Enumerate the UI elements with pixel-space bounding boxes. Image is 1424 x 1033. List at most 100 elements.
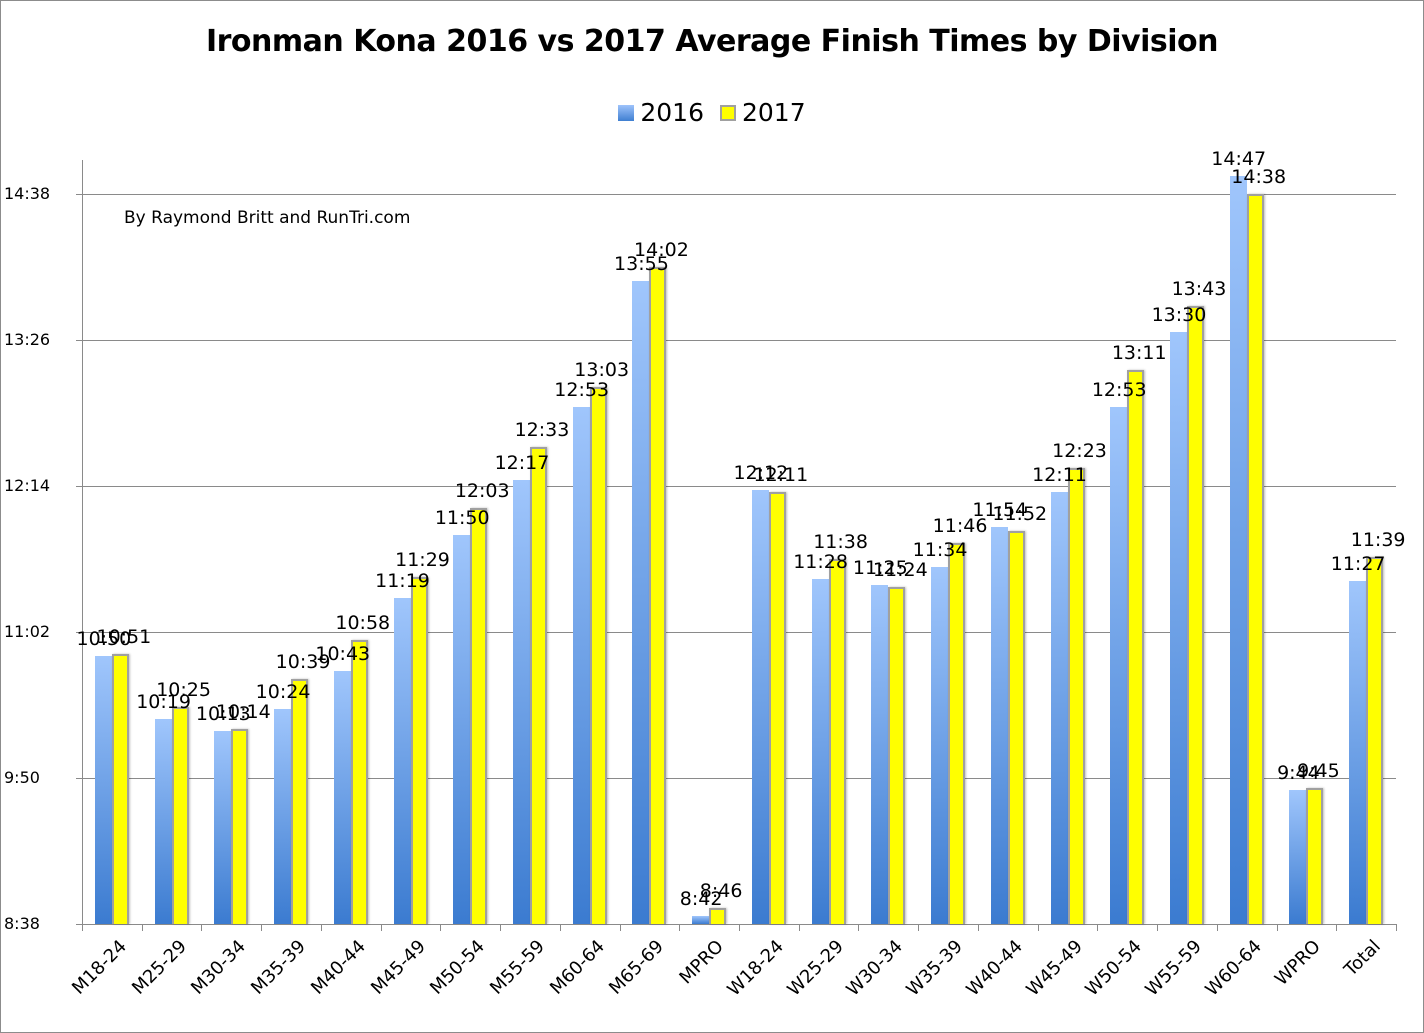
y-tick-label: 11:02 xyxy=(4,622,51,641)
x-tick-label: W18-24 xyxy=(723,936,788,1001)
bar-2017 xyxy=(1186,305,1204,924)
data-label-2017: 10:58 xyxy=(335,612,391,635)
bar-2017 xyxy=(291,678,309,924)
data-label-2016: 12:53 xyxy=(1091,378,1147,401)
data-label-2017: 11:29 xyxy=(395,549,450,572)
x-tick-label: M25-29 xyxy=(127,936,191,999)
bar-2016 xyxy=(751,490,769,924)
data-label-2016: 10:13 xyxy=(195,703,251,726)
data-label-2016: 12:53 xyxy=(554,378,610,401)
bar-2017 xyxy=(1306,788,1324,924)
bar-2017 xyxy=(1007,530,1025,924)
bar-2017 xyxy=(470,508,488,924)
data-label-2017: 12:33 xyxy=(514,419,570,442)
x-tick xyxy=(739,924,740,931)
bar-2016 xyxy=(154,719,172,924)
y-tick-label: 8:38 xyxy=(4,914,40,933)
data-label-2016: 13:30 xyxy=(1151,303,1207,326)
y-tick xyxy=(76,194,82,195)
legend: 2016 2017 xyxy=(0,98,1424,127)
data-label-2017: 8:46 xyxy=(699,879,743,902)
bar-2017 xyxy=(1067,467,1085,924)
x-tick-label: M45-49 xyxy=(366,936,430,999)
x-tick-label: WPRO xyxy=(1271,936,1326,990)
x-tick xyxy=(1396,924,1397,931)
bar-2016 xyxy=(1169,331,1187,924)
bar-2016 xyxy=(453,534,471,924)
x-tick xyxy=(619,924,621,931)
data-label-2017: 14:02 xyxy=(634,239,689,261)
bar-2016 xyxy=(214,731,232,924)
legend-item-2016: 2016 xyxy=(618,98,704,127)
data-label-2016: 12:12 xyxy=(733,462,789,485)
bar-2016 xyxy=(572,406,590,924)
legend-swatch-2017 xyxy=(720,104,736,121)
gridline xyxy=(82,632,1396,633)
bar-2016 xyxy=(1289,790,1307,924)
gridline xyxy=(82,194,1396,195)
legend-swatch-2016 xyxy=(618,104,635,121)
x-tick-label: MPRO xyxy=(675,936,728,989)
x-tick-label: M35-39 xyxy=(247,936,310,999)
bar-2016 xyxy=(1110,406,1128,924)
data-label-2017: 13:03 xyxy=(574,358,630,381)
x-tick-label: W30-34 xyxy=(842,936,908,1001)
gridline xyxy=(82,778,1396,779)
bar-2017 xyxy=(589,386,607,924)
data-label-2016: 11:34 xyxy=(912,539,968,562)
data-label-2017: 11:39 xyxy=(1350,528,1406,551)
bar-2017 xyxy=(231,729,249,924)
bar-2017 xyxy=(529,447,547,924)
data-label-2017: 12:11 xyxy=(753,464,809,487)
y-tick-label: 14:38 xyxy=(4,184,51,203)
bar-2016 xyxy=(333,670,351,924)
x-tick-label: W35-39 xyxy=(902,936,967,1001)
y-tick xyxy=(76,778,82,779)
x-tick xyxy=(1216,924,1218,931)
data-label-2017: 13:11 xyxy=(1111,342,1167,365)
x-tick-label: M55-59 xyxy=(485,936,549,999)
data-label-2016: 10:19 xyxy=(136,691,191,714)
y-tick-label: 9:50 xyxy=(4,768,40,787)
data-label-2016: 11:27 xyxy=(1330,553,1386,576)
x-tick-label: M30-34 xyxy=(187,936,251,999)
legend-label-2016: 2016 xyxy=(640,98,704,127)
y-tick xyxy=(76,632,82,633)
x-tick xyxy=(798,924,800,931)
data-label-2016: 10:24 xyxy=(255,681,311,704)
data-label-2016: 11:28 xyxy=(793,551,848,574)
bar-2017 xyxy=(768,492,786,924)
x-tick-label: M18-24 xyxy=(67,936,131,999)
y-axis xyxy=(82,160,83,925)
bar-2016 xyxy=(94,656,112,924)
x-tick xyxy=(1336,924,1338,931)
data-label-2016: 8:42 xyxy=(679,887,723,910)
bar-2016 xyxy=(274,709,292,924)
x-tick-label: M60-64 xyxy=(545,936,609,999)
data-label-2017: 10:39 xyxy=(275,650,331,673)
legend-item-2017: 2017 xyxy=(720,98,806,127)
legend-label-2017: 2017 xyxy=(742,98,806,127)
bar-2017 xyxy=(649,267,667,924)
x-tick-label: M40-44 xyxy=(306,936,370,999)
bar-2016 xyxy=(1349,581,1367,924)
y-tick xyxy=(76,924,82,925)
data-label-2016: 11:19 xyxy=(375,569,430,592)
x-tick xyxy=(500,924,502,931)
bar-2017 xyxy=(1366,556,1384,924)
x-tick-label: W40-44 xyxy=(962,936,1027,1001)
data-label-2017: 11:52 xyxy=(992,502,1048,525)
x-tick xyxy=(1276,924,1278,931)
x-tick xyxy=(918,924,920,931)
data-label-2016: 9:44 xyxy=(1277,762,1320,785)
data-label-2017: 13:43 xyxy=(1171,277,1227,300)
data-label-2016: 11:54 xyxy=(972,498,1028,521)
chart-title: Ironman Kona 2016 vs 2017 Average Finish… xyxy=(205,24,1219,59)
x-tick-label: W55-59 xyxy=(1141,936,1206,1001)
data-label-2017: 11:38 xyxy=(813,531,868,553)
y-tick-label: 13:26 xyxy=(4,330,51,349)
x-tick-label: W60-64 xyxy=(1201,936,1266,1001)
bar-2016 xyxy=(931,567,949,924)
bar-2017 xyxy=(171,707,189,924)
credit-annotation: By Raymond Britt and RunTri.com xyxy=(124,208,411,228)
